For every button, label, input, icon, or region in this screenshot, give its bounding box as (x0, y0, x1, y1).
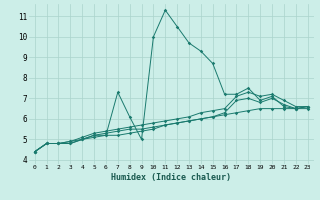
X-axis label: Humidex (Indice chaleur): Humidex (Indice chaleur) (111, 173, 231, 182)
